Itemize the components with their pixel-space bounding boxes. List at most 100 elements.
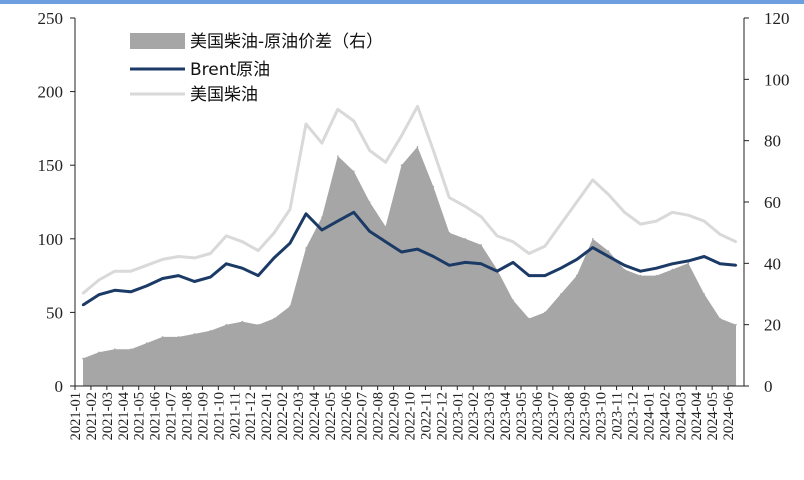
point-diesel-2022-06 (352, 119, 355, 123)
point-spread-2023-09 (591, 238, 594, 240)
point-diesel-2022-09 (400, 134, 403, 137)
point-diesel-2021-12 (257, 249, 260, 252)
x-tick-label-2022-04: 2022-04 (307, 391, 323, 440)
point-diesel-2021-10 (225, 234, 228, 238)
point-diesel-2022-11 (432, 149, 435, 152)
point-diesel-2024-02 (671, 211, 674, 214)
point-brent-2023-09 (591, 246, 594, 249)
point-diesel-2023-03 (495, 234, 499, 238)
point-diesel-2023-04 (511, 240, 515, 243)
point-spread-2021-03 (114, 348, 116, 351)
x-tick-label-2024-05: 2024-05 (705, 392, 721, 440)
point-brent-2021-10 (225, 262, 228, 265)
point-brent-2024-02 (671, 262, 674, 265)
x-tick-label-2023-11: 2023-11 (610, 392, 626, 440)
point-brent-2021-11 (241, 267, 244, 270)
point-brent-2021-12 (257, 274, 260, 277)
x-tick-label-2023-06: 2023-06 (530, 392, 546, 440)
left-tick-label-200: 200 (38, 83, 64, 102)
point-brent-2022-09 (400, 250, 403, 254)
point-spread-2021-09 (209, 330, 212, 332)
point-spread-2024-05 (719, 317, 721, 320)
point-spread-2021-05 (145, 342, 148, 344)
x-tick-label-2021-03: 2021-03 (100, 392, 116, 440)
point-brent-2021-07 (177, 274, 180, 277)
point-diesel-2024-06 (734, 240, 738, 243)
point-spread-2021-06 (161, 336, 164, 338)
x-tick-label-2021-04: 2021-04 (116, 391, 132, 440)
point-brent-2023-07 (559, 267, 562, 270)
x-tick-label-2022-07: 2022-07 (355, 392, 371, 440)
point-brent-2021-03 (113, 289, 117, 292)
point-brent-2023-10 (607, 255, 610, 258)
point-diesel-2022-08 (384, 161, 387, 164)
left-tick-label-250: 250 (38, 9, 64, 28)
x-tick-label-2021-10: 2021-10 (211, 392, 227, 440)
point-brent-2023-06 (543, 274, 547, 277)
point-diesel-2022-01 (272, 231, 276, 235)
point-spread-2023-04 (512, 299, 514, 301)
x-tick-label-2022-08: 2022-08 (371, 392, 387, 440)
x-tick-labels: 2021-01 2021-02 2021-03 2021-04 2021-05 2021-… (68, 386, 737, 440)
point-brent-2023-05 (527, 274, 531, 277)
point-diesel-2024-01 (655, 219, 658, 223)
point-diesel-2024-05 (718, 233, 722, 236)
point-spread-2023-10 (607, 250, 610, 252)
x-tick-label-2021-02: 2021-02 (84, 392, 100, 440)
point-brent-2021-06 (161, 277, 164, 280)
point-brent-2021-01 (81, 303, 85, 307)
point-diesel-2023-09 (591, 178, 594, 182)
point-spread-2023-08 (576, 274, 578, 277)
point-brent-2023-02 (480, 262, 483, 265)
legend: 美国柴油-原油价差（右） Brent原油 美国柴油 (130, 32, 383, 105)
x-tick-label-2022-01: 2022-01 (259, 392, 275, 440)
point-brent-2022-06 (352, 211, 355, 214)
point-diesel-2022-12 (448, 196, 451, 199)
left-tick-label-150: 150 (38, 156, 64, 175)
series-line-diesel (82, 104, 737, 295)
point-diesel-2021-06 (161, 258, 164, 261)
x-tick-label-2022-11: 2022-11 (418, 392, 434, 440)
series-area-spread (82, 146, 737, 386)
x-tick-label-2023-12: 2023-12 (626, 392, 642, 440)
left-tick-label-100: 100 (38, 230, 64, 249)
point-spread-2021-02 (98, 351, 100, 354)
point-brent-2021-09 (209, 275, 212, 279)
point-spread-2022-07 (368, 201, 371, 203)
point-diesel-2023-02 (480, 215, 483, 218)
point-diesel-2023-10 (607, 193, 610, 196)
point-brent-2023-12 (639, 270, 642, 273)
point-brent-2022-11 (432, 255, 435, 258)
point-diesel-2023-08 (575, 200, 578, 204)
point-brent-2022-03 (304, 212, 308, 215)
point-diesel-2021-05 (145, 264, 148, 267)
point-spread-2022-04 (321, 216, 323, 219)
x-tick-label-2022-12: 2022-12 (434, 392, 450, 440)
point-diesel-2021-02 (97, 278, 101, 282)
point-brent-2023-04 (511, 261, 515, 264)
point-diesel-2023-12 (639, 222, 642, 226)
x-tick-label-2023-04: 2023-04 (498, 391, 514, 440)
point-diesel-2021-11 (241, 240, 244, 243)
right-tick-label-20: 20 (764, 316, 781, 335)
x-tick-label-2021-01: 2021-01 (68, 392, 84, 440)
point-spread-2022-06 (353, 170, 355, 173)
point-brent-2024-05 (718, 262, 722, 265)
point-diesel-2022-07 (368, 149, 371, 152)
point-brent-2024-04 (703, 255, 706, 258)
point-spread-2024-03 (687, 262, 690, 265)
x-tick-label-2023-02: 2023-02 (466, 392, 482, 440)
point-brent-2021-04 (129, 290, 132, 293)
x-tick-label-2021-09: 2021-09 (195, 392, 211, 440)
x-tick-label-2021-05: 2021-05 (132, 392, 148, 440)
point-diesel-2024-03 (687, 214, 690, 217)
price-lines-layer (81, 104, 738, 307)
spread-area-layer (82, 146, 737, 386)
point-spread-2023-07 (560, 293, 562, 295)
point-spread-2023-11 (623, 268, 626, 271)
right-tick-label-40: 40 (764, 254, 781, 273)
point-spread-2022-10 (416, 146, 419, 148)
x-tick-label-2023-01: 2023-01 (450, 392, 466, 440)
point-spread-2021-01 (82, 357, 84, 360)
